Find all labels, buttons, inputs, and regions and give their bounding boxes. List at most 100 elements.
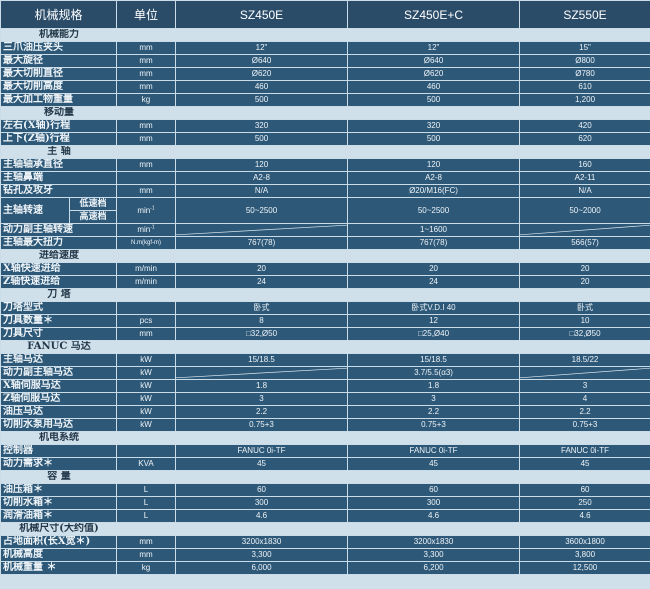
section-title: 进给速度	[39, 250, 79, 262]
value-sz450e: □32,Ø50	[175, 327, 349, 341]
row-unit	[116, 444, 177, 458]
value-sz450ec: 6,200	[347, 561, 521, 575]
section-cell: 机电系统	[0, 431, 650, 445]
row-label: 切削水泵用马达	[0, 418, 118, 432]
value-sz450ec: □25,Ø40	[347, 327, 521, 341]
value-sz450ec: 0.75+3	[347, 418, 521, 432]
row-label: X轴快速进给	[0, 262, 118, 276]
value-sz550e: 3,800	[519, 548, 650, 562]
row-unit: min-1	[116, 197, 177, 224]
row-label: 主轴马达	[0, 353, 118, 367]
value-sz550e: 20	[519, 262, 650, 276]
row-label: 左右(X轴)行程	[0, 119, 118, 133]
diagonal-line	[520, 367, 650, 379]
empty-cell-diagonal	[175, 366, 349, 380]
table-row: 高速档	[1, 210, 650, 224]
empty-cell-diagonal	[519, 366, 650, 380]
spec-table: 机械规格 单位 SZ450E SZ450E+C SZ550E 机械能力 三爪油压夹…	[0, 0, 650, 575]
table-row: 机械重量 ＊ kg 6,000 6,200 12,500	[0, 561, 650, 575]
row-label: 最大旋径	[0, 54, 118, 68]
row-unit: pcs	[116, 314, 177, 328]
row-unit: L	[116, 496, 177, 510]
row-unit: kW	[116, 405, 177, 419]
table-row: 刀塔型式 卧式 卧式V.D.I 40 卧式	[0, 301, 650, 315]
section-row: 主 轴	[0, 145, 650, 159]
value-sz550e: 2.2	[519, 405, 650, 419]
row-label: 主轴轴承直径	[0, 158, 118, 172]
table-row: 主轴最大扭力 N.m(kgf-m) 767(78) 767(78) 566(57)	[0, 236, 650, 250]
section-row: 刀 塔	[0, 288, 650, 302]
section-title: 移动量	[44, 107, 74, 119]
value-sz450e: 0.75+3	[175, 418, 349, 432]
table-row: 最大切削直径 mm Ø620 Ø620 Ø780	[0, 67, 650, 81]
value-sz550e: A2-11	[519, 171, 650, 185]
value-sz550e: 4	[519, 392, 650, 406]
row-label: 润滑油箱＊	[0, 509, 118, 523]
row-label: 刀具数量＊	[0, 314, 118, 328]
value-sz550e: 4.6	[519, 509, 650, 523]
value-sz550e: 18.5/22	[519, 353, 650, 367]
row-unit: mm	[116, 132, 177, 146]
table-row: 左右(X轴)行程 mm 320 320 420	[0, 119, 650, 133]
row-unit: mm	[116, 535, 177, 549]
value-sz450ec: 12	[347, 314, 521, 328]
value-sz450e: 15/18.5	[175, 353, 349, 367]
value-sz450e: 500	[175, 132, 349, 146]
value-sz450e: 3	[175, 392, 349, 406]
section-row: 机电系统	[0, 431, 650, 445]
empty-cell-diagonal	[519, 223, 650, 237]
row-unit: mm	[116, 80, 177, 94]
row-unit: kg	[116, 93, 177, 107]
section-row: FANUC 马达	[0, 340, 650, 354]
row-label: 三爪油压夹头	[0, 41, 118, 55]
row-label: 主轴鼻端	[0, 171, 118, 185]
row-label: 油压箱＊	[0, 483, 118, 497]
value-sz450e: 300	[175, 496, 349, 510]
value-sz450e: 6,000	[175, 561, 349, 575]
section-title: 机械尺寸(大约值)	[19, 523, 99, 535]
row-label: 动力需求＊	[0, 457, 118, 471]
value-sz450e: 12"	[175, 41, 349, 55]
table-row: 三爪油压夹头 mm 12" 12" 15"	[0, 41, 650, 55]
section-title: 机械能力	[39, 29, 79, 41]
value-sz450ec: 460	[347, 80, 521, 94]
row-sublabel: 高速档	[68, 210, 118, 224]
row-unit: kW	[116, 418, 177, 432]
row-label: 动力副主轴转速	[0, 223, 118, 237]
row-label: 机械重量 ＊	[0, 561, 118, 575]
value-sz550e: 45	[519, 457, 650, 471]
value-sz450e: 60	[175, 483, 349, 497]
header-unit: 单位	[116, 0, 177, 29]
value-sz450ec: 500	[347, 93, 521, 107]
header-spec: 机械规格	[0, 0, 118, 29]
value-sz550e: Ø800	[519, 54, 650, 68]
section-row: 机械能力	[0, 28, 650, 42]
row-label: 占地面积(长X宽＊)	[0, 535, 118, 549]
value-sz450ec: 50~2500	[347, 197, 521, 224]
value-sz450ec: 767(78)	[347, 236, 521, 250]
value-sz450e: 50~2500	[175, 197, 349, 224]
value-sz550e: 566(57)	[519, 236, 650, 250]
table-row: 切削水箱＊ L 300 300 250	[0, 496, 650, 510]
value-sz450e: FANUC 0i-TF	[175, 444, 349, 458]
value-sz450ec: 15/18.5	[347, 353, 521, 367]
value-sz450e: A2-8	[175, 171, 349, 185]
value-sz450e: 120	[175, 158, 349, 172]
row-label: 最大加工物重量	[0, 93, 118, 107]
value-sz550e: 610	[519, 80, 650, 94]
section-cell: 容 量	[0, 470, 650, 484]
value-sz450e: N/A	[175, 184, 349, 198]
value-sz450ec: A2-8	[347, 171, 521, 185]
value-sz450e: 20	[175, 262, 349, 276]
row-unit	[116, 301, 177, 315]
value-sz450ec: 3.7/5.5(α3)	[347, 366, 521, 380]
value-sz450e: 500	[175, 93, 349, 107]
value-sz450ec: 500	[347, 132, 521, 146]
value-sz450e: 4.6	[175, 509, 349, 523]
value-sz450ec: 60	[347, 483, 521, 497]
header-model-2: SZ450E+C	[347, 0, 521, 29]
row-unit: m/min	[116, 275, 177, 289]
value-sz450ec: 300	[347, 496, 521, 510]
value-sz550e: 卧式	[519, 301, 650, 315]
